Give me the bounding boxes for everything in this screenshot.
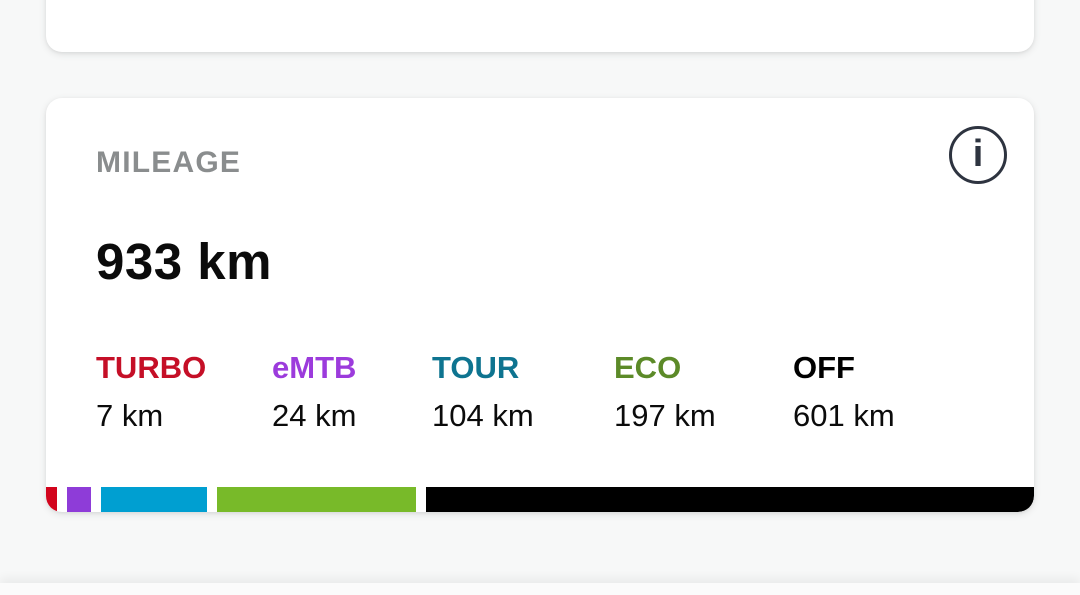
mode-value-off: 601 km <box>793 398 895 433</box>
mode-column-tour: TOUR 104 km <box>432 351 614 433</box>
bar-segment-emtb <box>67 487 92 512</box>
mode-value-emtb: 24 km <box>272 398 357 433</box>
next-card-partial <box>0 583 1080 595</box>
mode-label-emtb: eMTB <box>272 350 357 385</box>
previous-card-partial <box>46 0 1034 52</box>
mode-column-off: OFF 601 km <box>793 351 1014 433</box>
mode-label-off: OFF <box>793 350 855 385</box>
mileage-distribution-bar <box>46 487 1034 512</box>
bar-segment-eco <box>216 487 416 512</box>
mode-column-eco: ECO 197 km <box>614 351 793 433</box>
bar-segment-tour <box>101 487 207 512</box>
bar-segment-turbo <box>46 487 57 512</box>
mode-label-turbo: TURBO <box>96 350 207 385</box>
total-mileage-value: 933 km <box>96 233 272 290</box>
info-button[interactable]: i <box>949 126 1007 184</box>
mode-label-tour: TOUR <box>432 350 520 385</box>
mode-breakdown: TURBO 7 km eMTB 24 km TOUR 104 km ECO 19… <box>96 351 1014 433</box>
mode-value-turbo: 7 km <box>96 398 164 433</box>
mode-column-turbo: TURBO 7 km <box>96 351 272 433</box>
mode-label-eco: ECO <box>614 350 682 385</box>
mode-column-emtb: eMTB 24 km <box>272 351 432 433</box>
mode-value-eco: 197 km <box>614 398 716 433</box>
mileage-card: MILEAGE i 933 km TURBO 7 km eMTB 24 km T… <box>46 98 1034 512</box>
mileage-card-title: MILEAGE <box>96 146 242 179</box>
bar-segment-off <box>425 487 1034 512</box>
info-icon: i <box>972 133 984 175</box>
mode-value-tour: 104 km <box>432 398 534 433</box>
